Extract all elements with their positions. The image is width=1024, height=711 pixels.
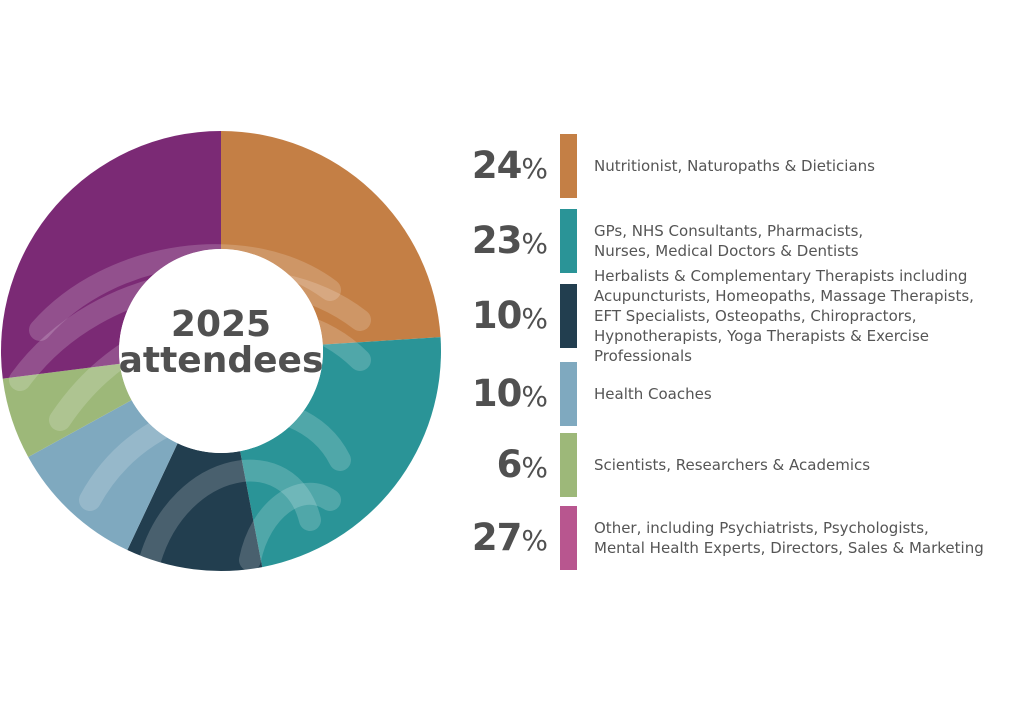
legend-percentage-sign: % bbox=[521, 451, 548, 484]
legend-percentage-sign: % bbox=[521, 302, 548, 335]
legend-percentage: 24% bbox=[472, 134, 548, 198]
legend-percentage-value: 6 bbox=[496, 443, 523, 486]
legend-percentage-sign: % bbox=[521, 227, 548, 260]
donut-hole bbox=[119, 249, 323, 453]
decorative-swirl-5 bbox=[239, 482, 341, 571]
donut-chart: 2025 attendees bbox=[1, 131, 442, 571]
legend-label: Other, including Psychiatrists, Psycholo… bbox=[594, 519, 984, 557]
legend-swatch bbox=[560, 209, 577, 273]
legend-percentage-value: 27 bbox=[471, 516, 522, 559]
legend-percentage-sign: % bbox=[521, 524, 548, 557]
legend-percentage: 6% bbox=[497, 433, 548, 497]
legend-swatch bbox=[560, 284, 577, 348]
legend-swatch bbox=[560, 362, 577, 426]
legend-item: 23% GPs, NHS Consultants, Pharmacists, Nu… bbox=[440, 209, 1024, 273]
legend-item: 6% Scientists, Researchers & Academics bbox=[440, 433, 1024, 497]
legend-swatch bbox=[560, 506, 577, 570]
center-label-attendees: attendees bbox=[119, 340, 324, 381]
legend-percentage-value: 23 bbox=[471, 219, 522, 262]
legend-label: Nutritionist, Naturopaths & Dieticians bbox=[594, 157, 875, 175]
legend-label: Herbalists & Complementary Therapists in… bbox=[594, 267, 974, 365]
legend-percentage: 23% bbox=[472, 209, 548, 273]
legend-swatch bbox=[560, 134, 577, 198]
legend-item: 24% Nutritionist, Naturopaths & Dietician… bbox=[440, 134, 1024, 198]
legend-label: Scientists, Researchers & Academics bbox=[594, 456, 871, 474]
decorative-swirl-4 bbox=[139, 459, 321, 571]
legend-percentage: 10% bbox=[472, 362, 548, 426]
center-label-year: 2025 bbox=[171, 304, 271, 345]
legend-item: 10% Health Coaches bbox=[440, 362, 1024, 426]
legend-percentage-value: 24 bbox=[471, 144, 522, 187]
legend-item: 27% Other, including Psychiatrists, Psych… bbox=[440, 506, 1024, 570]
legend-percentage-sign: % bbox=[521, 152, 548, 185]
legend-percentage-value: 10 bbox=[471, 372, 522, 415]
legend-swatch bbox=[560, 433, 577, 497]
legend-label: GPs, NHS Consultants, Pharmacists, Nurse… bbox=[594, 222, 864, 260]
legend-percentage: 10% bbox=[472, 284, 548, 348]
legend-percentage: 27% bbox=[472, 506, 548, 570]
legend-label: Health Coaches bbox=[594, 385, 712, 403]
legend-percentage-sign: % bbox=[521, 380, 548, 413]
legend-percentage-value: 10 bbox=[471, 294, 522, 337]
legend-item: 10% Herbalists & Complementary Therapists… bbox=[440, 267, 1024, 365]
